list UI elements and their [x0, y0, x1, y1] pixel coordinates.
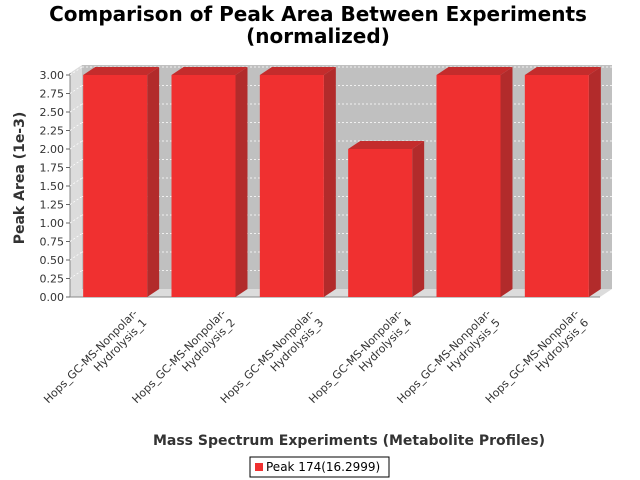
y-tick-label: 3.00 — [40, 69, 65, 82]
bar-side — [147, 67, 160, 297]
bar-side — [500, 67, 513, 297]
bar — [83, 67, 160, 297]
y-tick-label: 0.75 — [40, 236, 65, 249]
legend-box — [249, 456, 390, 478]
gridline-wall — [69, 66, 83, 76]
y-axis-label: Peak Area (1e-3) — [12, 112, 28, 245]
gridline-wall — [69, 122, 83, 131]
y-axis-ticks: 0.00 0.25 0.50 0.75 1.00 1.25 1.50 1.75 2.00 2.25… — [40, 69, 70, 304]
y-tick-label: 2.50 — [40, 106, 65, 119]
bar — [436, 67, 513, 297]
bar-front — [348, 149, 413, 297]
gridlines — [69, 66, 612, 279]
bar — [171, 67, 248, 297]
bar-side — [235, 67, 248, 297]
y-tick-label: 0.25 — [40, 273, 65, 286]
y-tick-label: 1.00 — [40, 217, 65, 230]
y-tick-label: 1.75 — [40, 162, 65, 175]
legend: Peak 174(16.2999) — [249, 456, 390, 478]
x-axis-label: Mass Spectrum Experiments (Metabolite Pr… — [153, 433, 545, 449]
bar — [524, 67, 601, 297]
bar-side — [412, 141, 425, 297]
bar-top — [83, 67, 160, 75]
bar-front — [171, 75, 236, 297]
gridline-wall — [69, 140, 83, 150]
bar-side — [588, 67, 601, 297]
bar-side — [323, 67, 336, 297]
bar-front — [524, 75, 589, 297]
bar-front — [83, 75, 148, 297]
bar-top — [259, 67, 336, 75]
legend-swatch — [255, 463, 263, 471]
y-tick-label: 0.00 — [40, 291, 65, 304]
bar-top — [348, 141, 425, 149]
plot-side-wall — [70, 65, 82, 297]
gridline-wall — [69, 233, 83, 242]
y-tick-label: 2.25 — [40, 125, 65, 138]
gridline-wall — [69, 196, 83, 205]
bar-front — [259, 75, 324, 297]
gridline-wall — [69, 159, 83, 168]
chart-title-line-2: (normalized) — [246, 24, 390, 48]
bar-top — [436, 67, 513, 75]
gridline-wall — [69, 177, 83, 187]
bar-top — [171, 67, 248, 75]
legend-entry-peak-174: Peak 174(16.2999) — [266, 460, 380, 474]
bar — [348, 141, 425, 297]
gridline-wall — [69, 103, 83, 113]
bars — [83, 67, 601, 297]
gridline-wall — [69, 85, 83, 94]
gridline-wall — [69, 270, 83, 279]
x-axis-category-labels: Hops_GC-MS-Nonpolar-Hydrolysis_1Hops_GC-… — [41, 307, 591, 406]
x-category-label-line: Hops_GC-MS-Nonpolar- — [41, 307, 140, 406]
y-tick-label: 0.50 — [40, 254, 65, 267]
bar-front — [436, 75, 501, 297]
y-tick-label: 2.75 — [40, 88, 65, 101]
bar — [259, 67, 336, 297]
y-tick-label: 1.25 — [40, 199, 65, 212]
y-tick-label: 1.50 — [40, 180, 65, 193]
chart-title-line-1: Comparison of Peak Area Between Experime… — [49, 2, 587, 26]
gridline-wall — [69, 214, 83, 224]
gridline-wall — [69, 251, 83, 261]
y-tick-label: 2.00 — [40, 143, 65, 156]
bar-top — [524, 67, 601, 75]
